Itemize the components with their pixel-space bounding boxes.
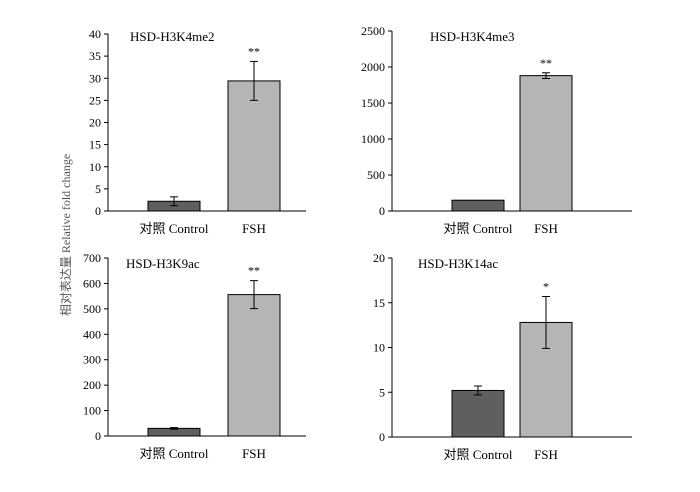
category-label: FSH — [534, 447, 558, 462]
significance-label: ** — [248, 44, 260, 58]
bar-control — [451, 199, 505, 212]
chart-title: HSD-H3K9ac — [126, 256, 200, 271]
y-axis-label: 相对表达量 Relative fold change — [59, 154, 73, 316]
category-label: FSH — [242, 446, 266, 461]
y-tick-label: 600 — [83, 276, 101, 290]
y-tick-label: 40 — [89, 27, 101, 41]
chart-panels: 0 5 10 15 20 25 30 35 40 HSD-H3K4me2 对照 Control ** F… — [83, 24, 632, 462]
chart-panel: 0 5 10 15 20 25 30 35 40 HSD-H3K4me2 对照 Control ** F… — [89, 27, 306, 236]
category-label: 对照 Control — [444, 221, 513, 236]
category-label: 对照 Control — [140, 446, 209, 461]
y-tick-label: 25 — [89, 93, 101, 107]
bar-treatment — [227, 294, 281, 437]
y-tick-label: 200 — [83, 378, 101, 392]
significance-label: ** — [540, 56, 552, 70]
y-tick-label: 20 — [373, 251, 385, 265]
y-tick-label: 2000 — [361, 60, 385, 74]
y-tick-label: 700 — [83, 251, 101, 265]
y-tick-label: 0 — [95, 429, 101, 443]
y-tick-label: 0 — [379, 204, 385, 218]
chart-title: HSD-H3K4me3 — [430, 29, 515, 44]
y-tick-label: 100 — [83, 404, 101, 418]
category-label: FSH — [242, 221, 266, 236]
category-label: FSH — [534, 221, 558, 236]
chart-panel: 0 5 10 15 20 HSD-H3K14ac 对照 Control * FSH — [373, 251, 632, 462]
chart-panel: 0 100 200 300 400 500 600 700 HSD-H3K9ac 对照 Contr… — [83, 251, 306, 461]
bar-control — [451, 389, 505, 438]
y-tick-label: 10 — [89, 160, 101, 174]
y-tick-label: 0 — [379, 430, 385, 444]
category-label: 对照 Control — [140, 221, 209, 236]
bar-treatment — [227, 80, 281, 212]
chart-panel: 0 500 1000 1500 2000 2500 HSD-H3K4me3 对照 Contro… — [361, 24, 632, 236]
y-tick-label: 30 — [89, 71, 101, 85]
category-label: 对照 Control — [444, 447, 513, 462]
significance-label: * — [543, 279, 549, 293]
y-tick-label: 400 — [83, 327, 101, 341]
y-tick-label: 10 — [373, 341, 385, 355]
chart-title: HSD-H3K4me2 — [130, 29, 215, 44]
y-tick-label: 15 — [373, 296, 385, 310]
y-tick-label: 5 — [95, 182, 101, 196]
y-tick-label: 1500 — [361, 96, 385, 110]
bar-treatment — [519, 75, 573, 212]
y-tick-label: 35 — [89, 49, 101, 63]
y-tick-label: 2500 — [361, 24, 385, 38]
y-tick-label: 5 — [379, 385, 385, 399]
chart-title: HSD-H3K14ac — [418, 256, 498, 271]
y-tick-label: 15 — [89, 138, 101, 152]
significance-label: ** — [248, 264, 260, 278]
y-tick-label: 20 — [89, 116, 101, 130]
y-tick-label: 300 — [83, 353, 101, 367]
y-tick-label: 1000 — [361, 132, 385, 146]
y-tick-label: 500 — [83, 302, 101, 316]
y-tick-label: 0 — [95, 204, 101, 218]
y-tick-label: 500 — [367, 168, 385, 182]
